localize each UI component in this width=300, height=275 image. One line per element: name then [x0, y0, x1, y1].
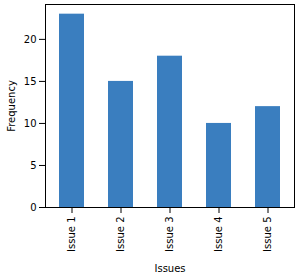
svg-text:Issue 5: Issue 5 [262, 217, 273, 252]
svg-text:20: 20 [24, 34, 37, 45]
svg-text:Frequency: Frequency [6, 80, 17, 132]
svg-text:Issue 1: Issue 1 [66, 217, 77, 252]
svg-text:10: 10 [24, 118, 37, 129]
svg-text:Issues: Issues [154, 263, 185, 274]
svg-text:5: 5 [30, 160, 36, 171]
svg-text:0: 0 [30, 202, 36, 213]
svg-text:Issue 3: Issue 3 [164, 217, 175, 252]
svg-text:Issue 4: Issue 4 [213, 217, 224, 252]
svg-text:15: 15 [24, 76, 37, 87]
svg-text:Issue 2: Issue 2 [115, 217, 126, 252]
